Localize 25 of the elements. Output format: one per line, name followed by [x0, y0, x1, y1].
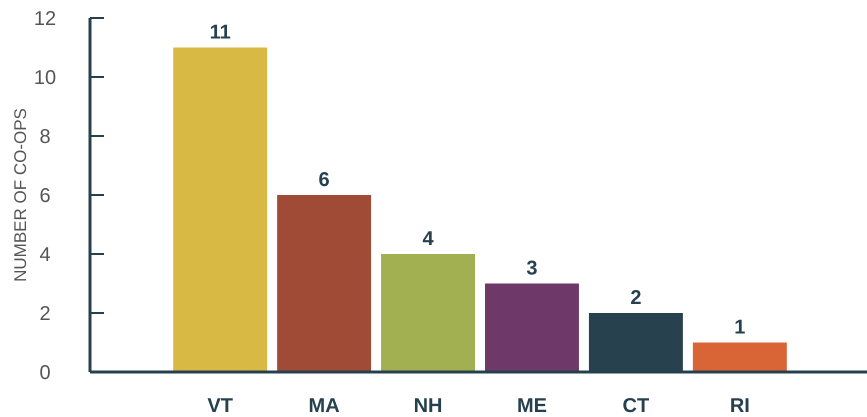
y-tick-label: 12: [34, 8, 56, 30]
x-tick-label: VT: [207, 395, 233, 417]
data-label: 6: [318, 169, 330, 191]
y-tick-label: 8: [39, 126, 51, 148]
y-tick-label: 2: [39, 303, 51, 325]
data-label: 2: [630, 287, 642, 309]
x-tick-label: MA: [308, 395, 340, 417]
x-tick-label: NH: [414, 395, 442, 417]
data-label: 4: [422, 228, 434, 250]
y-axis-title: NUMBER OF CO-OPS: [11, 108, 30, 282]
data-label: 1: [734, 316, 746, 338]
x-tick-label: CT: [622, 395, 650, 417]
bar: [484, 284, 579, 372]
data-label: 11: [210, 22, 231, 44]
bar: [692, 342, 787, 372]
y-tick-label: 0: [39, 362, 51, 384]
x-tick-label: RI: [730, 395, 750, 417]
bar: [277, 195, 372, 372]
bar: [381, 254, 476, 372]
y-tick-label: 10: [34, 67, 56, 89]
data-label: 3: [526, 258, 538, 280]
y-tick-label: 6: [39, 185, 51, 207]
x-tick-label: ME: [516, 395, 547, 417]
y-tick-label: 4: [39, 244, 51, 266]
bar: [173, 48, 268, 372]
